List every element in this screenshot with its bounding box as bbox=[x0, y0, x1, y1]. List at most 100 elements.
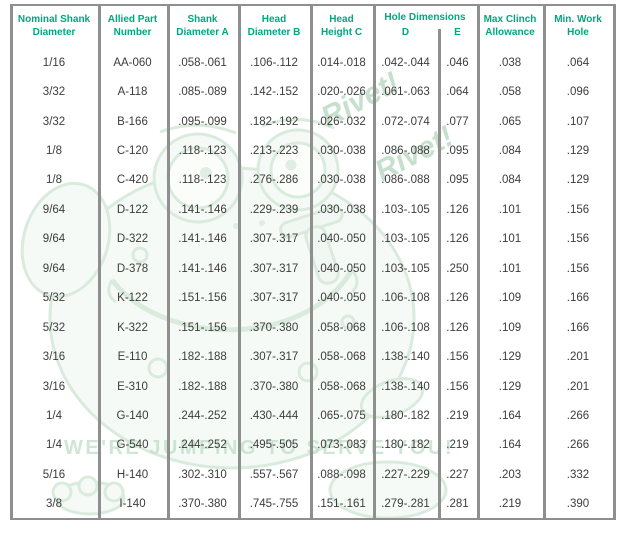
table-cell: .182-.192 bbox=[249, 115, 299, 128]
table-cell: 9/64 bbox=[42, 203, 66, 216]
col-header-shank-diameter-a: Shank Diameter A bbox=[167, 4, 238, 48]
table-cell: .088-.098 bbox=[317, 468, 366, 481]
table-cell: 5/32 bbox=[42, 321, 66, 334]
col-header-hole-dimensions: Hole Dimensions D E bbox=[373, 4, 477, 48]
table-cell: .156 bbox=[446, 380, 469, 393]
table-cell: .557-.567 bbox=[249, 468, 299, 481]
table-cell: .106-.108 bbox=[381, 292, 430, 305]
table-cell: .390 bbox=[566, 498, 590, 511]
column-divider bbox=[238, 5, 241, 519]
table-cell: .219 bbox=[446, 409, 469, 422]
table-cell: .166 bbox=[566, 292, 590, 305]
table-cell: .026-.032 bbox=[317, 115, 366, 128]
table-cell: .151-.161 bbox=[317, 498, 366, 511]
table-cell: .020-.026 bbox=[317, 86, 366, 99]
table-cell: .141-.146 bbox=[178, 262, 227, 275]
table-cell: .038 bbox=[498, 56, 522, 69]
subheader-d: D bbox=[401, 27, 410, 38]
hole-dimensions-subheaders: D E bbox=[373, 26, 477, 39]
table-cell: .244-.252 bbox=[178, 409, 227, 422]
table-cell: .095-.099 bbox=[178, 115, 227, 128]
table-cell: 1/16 bbox=[42, 56, 66, 69]
table-cell: .126 bbox=[446, 233, 469, 246]
table-cell: .495-.505 bbox=[249, 439, 299, 452]
table-cell: .138-.140 bbox=[381, 380, 430, 393]
table-cell: .084 bbox=[498, 145, 522, 158]
table-cell: D-378 bbox=[116, 262, 149, 275]
table-cell: 5/16 bbox=[42, 468, 66, 481]
column-divider bbox=[10, 5, 13, 519]
table-cell: .040-.050 bbox=[317, 233, 366, 246]
header-line: Head bbox=[261, 14, 287, 25]
table-cell: .058-.068 bbox=[317, 380, 366, 393]
table-cell: .095 bbox=[446, 145, 469, 158]
column-divider bbox=[613, 5, 616, 519]
table-cell: .073-.083 bbox=[317, 439, 366, 452]
table-cell: .250 bbox=[446, 262, 469, 275]
table-cell: .030-.038 bbox=[317, 203, 366, 216]
table-cell: .156 bbox=[566, 203, 590, 216]
col-header-min-work-hole: Min. Work Hole bbox=[543, 4, 613, 48]
table-cell: K-122 bbox=[117, 292, 148, 305]
table-cell: 9/64 bbox=[42, 233, 66, 246]
col-header-max-clinch-allowance: Max Clinch Allowance bbox=[477, 4, 543, 48]
table-cell: 5/32 bbox=[42, 292, 66, 305]
table-cell: 3/32 bbox=[42, 115, 66, 128]
table-cell: 9/64 bbox=[42, 262, 66, 275]
header-line: Min. Work bbox=[554, 14, 602, 25]
column-divider bbox=[543, 5, 546, 519]
subheader-e: E bbox=[454, 27, 461, 38]
table-cell: .042-.044 bbox=[381, 56, 430, 69]
column-divider bbox=[167, 5, 170, 519]
table-cell: .129 bbox=[498, 380, 522, 393]
table-cell: .103-.105 bbox=[381, 233, 430, 246]
table-cell: .109 bbox=[498, 321, 522, 334]
table-cell: .302-.310 bbox=[178, 468, 227, 481]
table-cell: 3/32 bbox=[42, 86, 66, 99]
table-cell: .101 bbox=[498, 203, 522, 216]
table-cell: .046 bbox=[446, 56, 469, 69]
table-cell: .103-.105 bbox=[381, 203, 430, 216]
table-cell: 1/8 bbox=[46, 145, 62, 158]
table-cell: .229-.239 bbox=[249, 203, 299, 216]
table-cell: 1/8 bbox=[46, 174, 62, 187]
table-cell: .072-.074 bbox=[381, 115, 430, 128]
column-divider bbox=[98, 5, 101, 519]
header-line: Head bbox=[329, 14, 354, 25]
table-cell: .307-.317 bbox=[249, 262, 299, 275]
table-cell: .058 bbox=[498, 86, 522, 99]
table-cell: .281 bbox=[446, 498, 469, 511]
header-line: Number bbox=[113, 27, 152, 38]
table-cell: .077 bbox=[446, 115, 469, 128]
table-cell: B-166 bbox=[117, 115, 148, 128]
table-cell: .107 bbox=[566, 115, 590, 128]
header-line: Height C bbox=[320, 27, 363, 38]
table-cell: .101 bbox=[498, 233, 522, 246]
table-cell: .266 bbox=[566, 439, 590, 452]
table-cell: G-140 bbox=[116, 409, 149, 422]
table-top-border bbox=[10, 4, 616, 6]
table-cell: .058-.068 bbox=[317, 321, 366, 334]
table-cell: .166 bbox=[566, 321, 590, 334]
header-line: Hole Dimensions bbox=[384, 12, 466, 23]
table-cell: .219 bbox=[446, 439, 469, 452]
col-header-nominal-shank-diameter: Nominal Shank Diameter bbox=[10, 4, 98, 48]
table-cell: .141-.146 bbox=[178, 233, 227, 246]
table-cell: .156 bbox=[446, 351, 469, 364]
table-cell: .064 bbox=[446, 86, 469, 99]
table-cell: .151-.156 bbox=[178, 321, 227, 334]
column-divider-d-e bbox=[438, 29, 441, 519]
header-line: Allowance bbox=[485, 27, 535, 38]
table-cell: .138-.140 bbox=[381, 351, 430, 364]
table-cell: .118-.123 bbox=[178, 174, 227, 187]
table-cell: .101 bbox=[498, 262, 522, 275]
table-cell: AA-060 bbox=[113, 56, 152, 69]
table-cell: .058-.068 bbox=[317, 351, 366, 364]
table-cell: .086-.088 bbox=[381, 145, 430, 158]
table-cell: .109 bbox=[498, 292, 522, 305]
table-cell: .030-.038 bbox=[317, 145, 366, 158]
column-divider bbox=[373, 5, 376, 519]
table-cell: .213-.223 bbox=[249, 145, 299, 158]
col-header-head-diameter-b: Head Diameter B bbox=[238, 4, 310, 48]
table-cell: .182-.188 bbox=[178, 380, 227, 393]
